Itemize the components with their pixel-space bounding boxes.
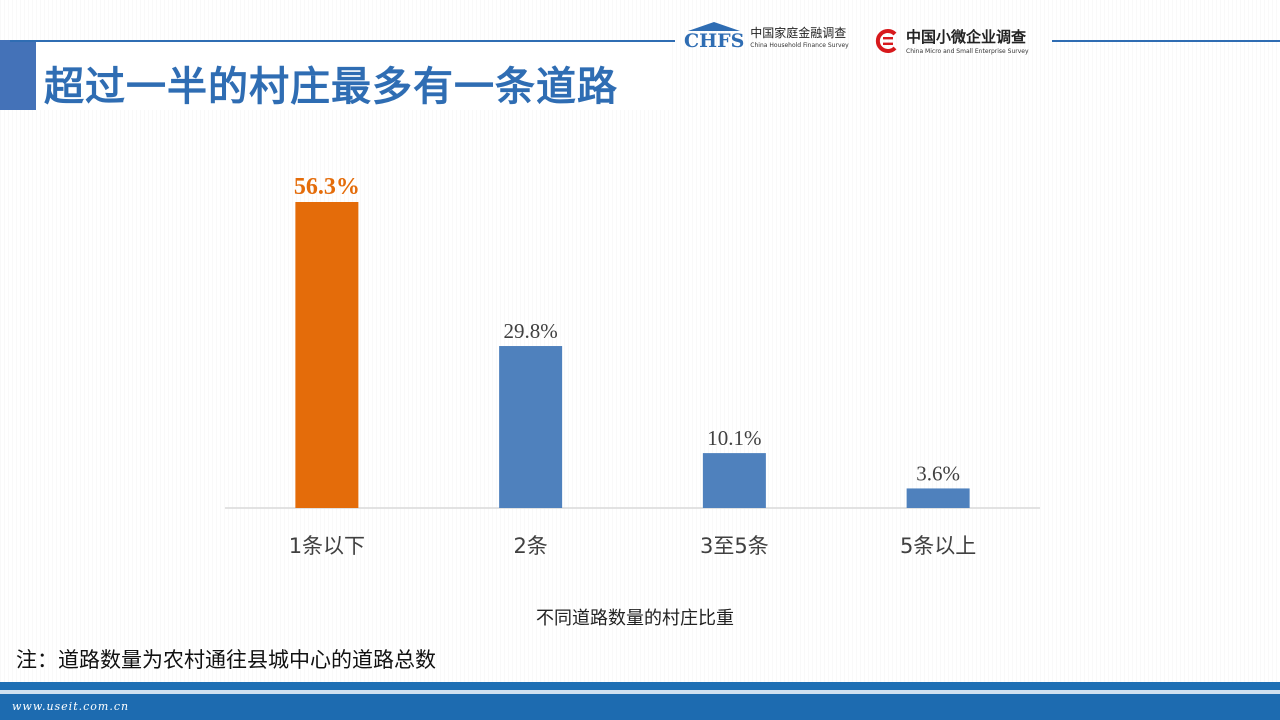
x-tick-label-1: 1条以下 xyxy=(289,534,365,558)
x-tick-label-3: 3至5条 xyxy=(700,534,769,558)
header-line-right xyxy=(1052,40,1280,42)
title-accent-bar xyxy=(0,40,36,110)
footer-bar xyxy=(0,694,1280,720)
smes-logo-cn: 中国小微企业调查 xyxy=(906,28,1027,46)
x-axis-title: 不同道路数量的村庄比重 xyxy=(536,608,734,629)
smes-logo: 中国小微企业调查 China Micro and Small Enterpris… xyxy=(874,26,1029,55)
chfs-logo-mark-text: CHFS xyxy=(684,30,745,52)
chfs-logo: CHFS 中国家庭金融调查 China Household Finance Su… xyxy=(684,22,849,51)
watermark-text: www.useit.com.cn xyxy=(12,700,130,713)
house-roof-icon xyxy=(688,22,741,31)
footer-stripe xyxy=(0,682,1280,690)
x-tick-label-2: 2条 xyxy=(513,534,547,558)
smes-logo-icon xyxy=(875,28,897,53)
header-line-left xyxy=(10,40,675,42)
smes-logo-en: China Micro and Small Enterprise Survey xyxy=(906,48,1029,55)
bar-3 xyxy=(702,453,766,508)
data-label-4: 3.6% xyxy=(916,461,960,485)
slide-title: 超过一半的村庄最多有一条道路 xyxy=(44,64,618,110)
bar-1 xyxy=(295,202,359,508)
data-label-1: 56.3% xyxy=(294,174,360,200)
bar-chart: 56.3% 1条以下 29.8% 2条 10.1% 3至5条 3.6% 5条以上 xyxy=(225,174,1040,558)
title-band xyxy=(36,42,670,110)
footnote: 注：道路数量为农村通往县城中心的道路总数 xyxy=(16,648,436,672)
chfs-mark: CHFS xyxy=(684,22,744,51)
bar-4 xyxy=(906,488,970,508)
data-label-3: 10.1% xyxy=(707,426,761,450)
x-tick-label-4: 5条以上 xyxy=(900,534,976,558)
bar-2 xyxy=(499,346,563,508)
footer-stripe-light xyxy=(0,690,1280,694)
chfs-logo-en: China Household Finance Survey xyxy=(750,42,849,49)
data-label-2: 29.8% xyxy=(504,319,558,343)
chfs-logo-cn: 中国家庭金融调查 xyxy=(750,26,847,40)
